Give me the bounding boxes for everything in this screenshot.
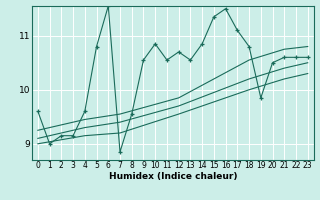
X-axis label: Humidex (Indice chaleur): Humidex (Indice chaleur) [108, 172, 237, 181]
